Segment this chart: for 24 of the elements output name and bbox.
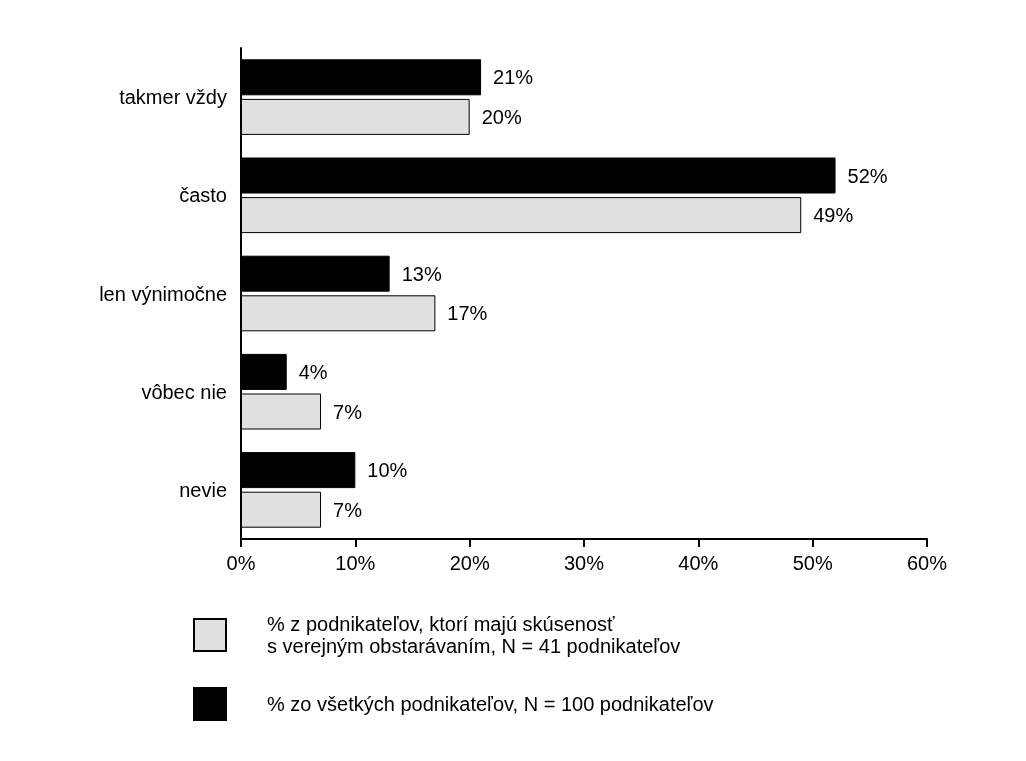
data-label: 4% bbox=[298, 360, 328, 383]
y-tick-label: vôbec nie bbox=[141, 380, 227, 403]
data-label: 10% bbox=[367, 459, 408, 482]
data-label: 20% bbox=[481, 105, 522, 128]
data-label: 49% bbox=[813, 204, 854, 227]
y-tick-label: nevie bbox=[179, 478, 227, 501]
data-label: 13% bbox=[401, 262, 442, 285]
legend-label: % z podnikateľov, ktorí majú skúsenosť s verejným obstarávaním, N = 41 podnikateľov bbox=[267, 613, 681, 657]
data-label: 52% bbox=[847, 164, 888, 187]
y-tick-label: len výnimočne bbox=[99, 282, 227, 305]
x-tick-label: 20% bbox=[449, 552, 490, 574]
x-tick-label: 0% bbox=[226, 552, 256, 574]
data-label: 7% bbox=[333, 400, 363, 423]
x-tick-label: 50% bbox=[792, 552, 833, 574]
y-tick-label: takmer vždy bbox=[119, 86, 227, 109]
data-label: 17% bbox=[447, 302, 488, 325]
x-tick-label: 10% bbox=[335, 552, 376, 574]
x-tick-label: 40% bbox=[678, 552, 719, 574]
data-label: 7% bbox=[333, 498, 363, 521]
x-tick-label: 30% bbox=[563, 552, 605, 574]
data-label: 21% bbox=[493, 66, 534, 89]
x-tick-label: 60% bbox=[906, 552, 948, 574]
legend-label: % zo všetkých podnikateľov, N = 100 podnikateľov bbox=[267, 693, 714, 715]
y-tick-label: často bbox=[179, 184, 227, 207]
